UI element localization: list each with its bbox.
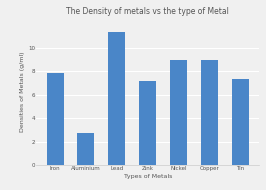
Bar [77,133,94,165]
Bar [170,60,187,165]
Title: The Density of metals vs the type of Metal: The Density of metals vs the type of Met… [66,7,229,16]
Bar [108,32,125,165]
Bar [201,60,218,165]
X-axis label: Types of Metals: Types of Metals [123,174,172,179]
Bar [139,81,156,165]
Bar [232,79,249,165]
Bar [47,73,64,165]
Y-axis label: Densities of Metals (g/ml): Densities of Metals (g/ml) [20,51,25,132]
